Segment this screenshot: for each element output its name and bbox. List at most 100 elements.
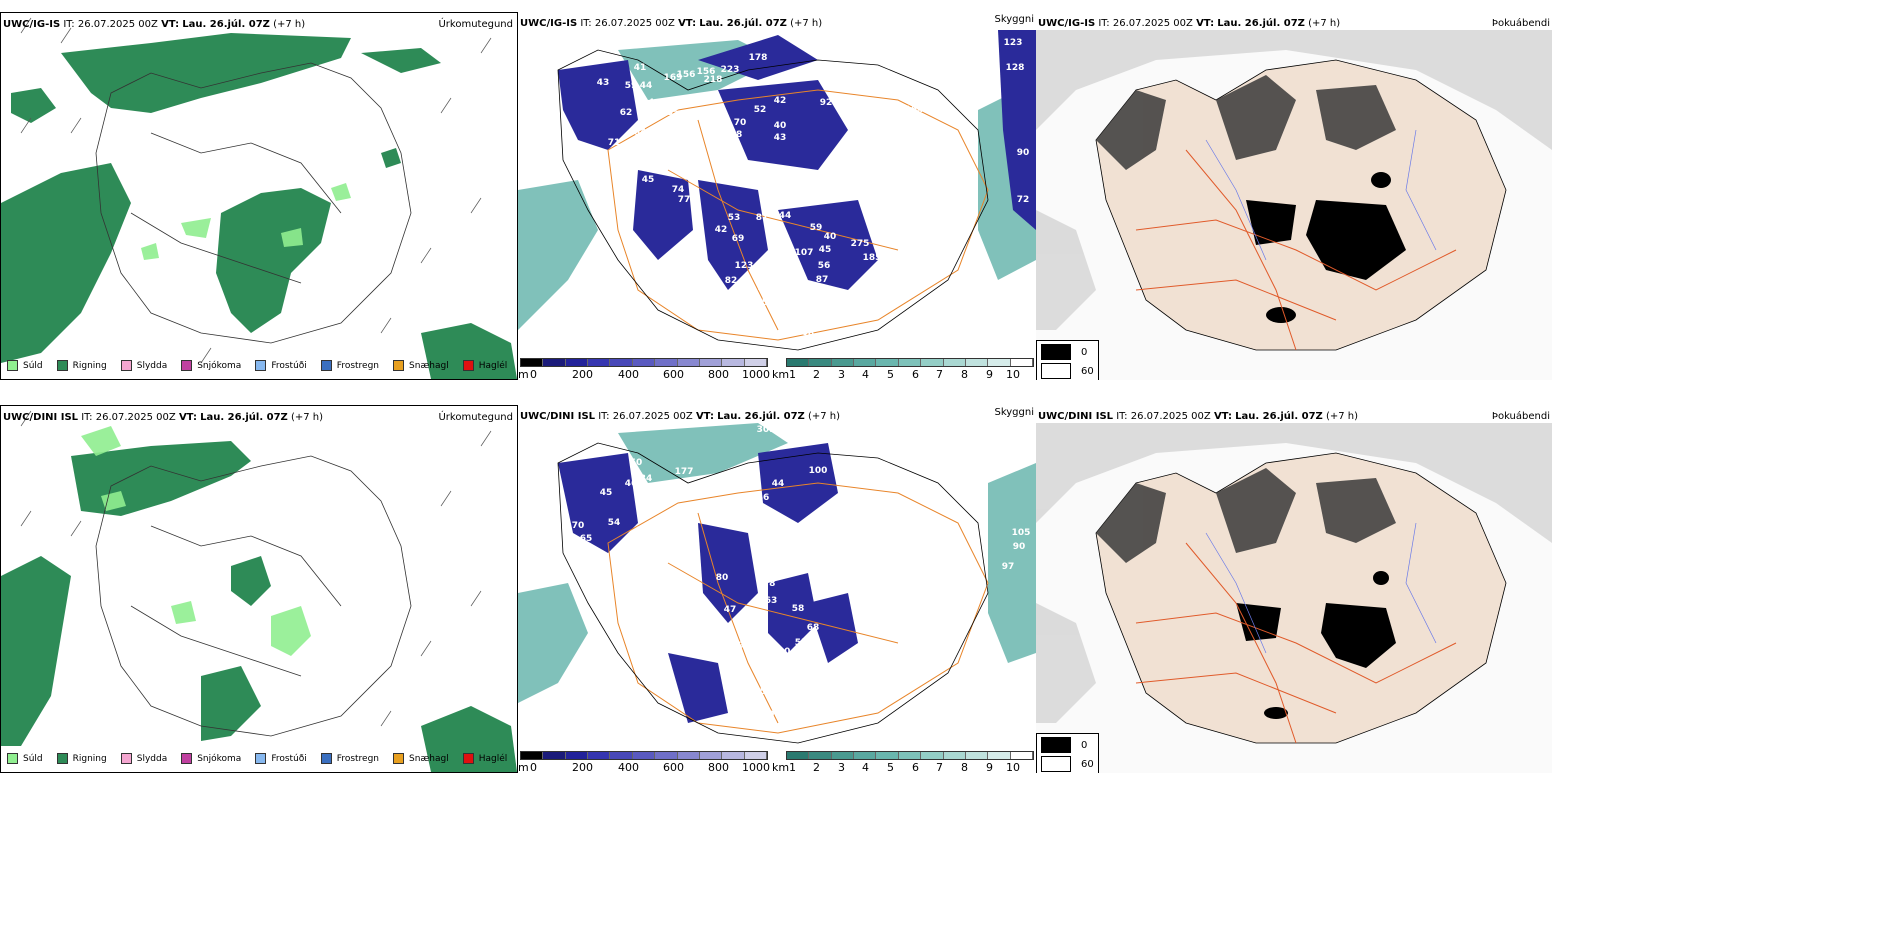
svg-text:70: 70 xyxy=(757,283,770,293)
legend-item-6: Snæhagl xyxy=(393,360,449,371)
legend-swatch xyxy=(320,360,332,371)
svg-text:41: 41 xyxy=(694,626,707,636)
svg-text:58: 58 xyxy=(792,604,805,614)
svg-text:55: 55 xyxy=(667,108,680,118)
legend-item-6: Snæhagl xyxy=(393,753,449,764)
svg-text:170: 170 xyxy=(999,431,1018,441)
precip-map xyxy=(1,17,517,379)
cloud-base-ticks: m 0 200 400 600 800 1000 xyxy=(518,761,770,773)
svg-text:50: 50 xyxy=(630,458,643,468)
legend-swatch xyxy=(56,360,68,371)
legend-item-4: Frostúði xyxy=(255,753,307,764)
svg-text:97: 97 xyxy=(1002,562,1015,572)
panel-header: UWC/DINI ISL IT: 26.07.2025 00Z VT: Lau.… xyxy=(3,412,324,423)
panel-title: Úrkomutegund xyxy=(438,412,513,423)
svg-text:51: 51 xyxy=(622,566,635,576)
cloud-panel-row1: UWC/IG-IS IT: 26.07.2025 00Z VT: Lau. 26… xyxy=(518,12,1036,380)
legend-swatch xyxy=(56,753,68,764)
legend-item-0: Súld xyxy=(7,360,43,371)
visibility-colorbar: km 1 2 3 4 5 6 7 8 9 10 xyxy=(772,751,1034,773)
svg-text:44: 44 xyxy=(640,81,653,91)
cloud-map: 41 43 59 44 62 64 55 64 54 56 71 45 74 1… xyxy=(518,30,1036,351)
svg-text:218: 218 xyxy=(704,75,723,85)
fog-panel-row1: UWC/IG-IS IT: 26.07.2025 00Z VT: Lau. 26… xyxy=(1036,12,1552,380)
svg-text:81: 81 xyxy=(855,190,868,200)
fog-legend-item-0: 0 xyxy=(1041,344,1094,360)
svg-text:70: 70 xyxy=(572,521,585,531)
svg-text:97: 97 xyxy=(724,663,737,673)
svg-text:178: 178 xyxy=(749,53,768,63)
legend-swatch xyxy=(393,360,405,371)
cloud-base-colorbar: m 0 200 400 600 800 1000 xyxy=(518,751,770,773)
svg-text:123: 123 xyxy=(1004,38,1023,48)
visibility-bar xyxy=(786,358,1034,367)
svg-text:169: 169 xyxy=(664,73,683,83)
svg-text:74: 74 xyxy=(644,506,657,516)
svg-text:96: 96 xyxy=(738,641,751,651)
legend-item-1: Rigning xyxy=(56,753,107,764)
svg-text:88: 88 xyxy=(763,268,776,278)
svg-text:30: 30 xyxy=(802,331,815,341)
visibility-colorbar: km 1 2 3 4 5 6 7 8 9 10 xyxy=(772,358,1034,380)
svg-text:71: 71 xyxy=(648,285,661,295)
panel-header: UWC/IG-IS IT: 26.07.2025 00Z VT: Lau. 26… xyxy=(520,18,823,29)
svg-text:72: 72 xyxy=(657,265,670,275)
svg-text:78: 78 xyxy=(669,294,682,304)
svg-text:123: 123 xyxy=(735,261,754,271)
fog-map xyxy=(1036,423,1552,773)
precip-panel-row2: UWC/DINI ISL IT: 26.07.2025 00Z VT: Lau.… xyxy=(0,405,518,773)
cloud-panel-row2: UWC/DINI ISL IT: 26.07.2025 00Z VT: Lau.… xyxy=(518,405,1036,773)
panel-title: Skyggni xyxy=(994,407,1034,418)
svg-text:45: 45 xyxy=(642,175,655,185)
svg-text:87: 87 xyxy=(816,275,829,285)
svg-text:62: 62 xyxy=(620,108,633,118)
panel-header: UWC/IG-IS IT: 26.07.2025 00Z VT: Lau. 26… xyxy=(3,19,306,30)
legend-swatch xyxy=(181,360,193,371)
svg-text:31: 31 xyxy=(690,234,703,244)
svg-text:42: 42 xyxy=(715,225,728,235)
svg-text:90: 90 xyxy=(788,267,801,277)
svg-text:54: 54 xyxy=(608,518,621,528)
svg-text:55: 55 xyxy=(795,638,808,648)
svg-text:156: 156 xyxy=(697,67,716,77)
svg-text:256: 256 xyxy=(849,511,868,521)
svg-text:301: 301 xyxy=(757,425,776,435)
cloud-base-ticks: m 0 200 400 600 800 1000 xyxy=(518,368,770,380)
svg-text:48: 48 xyxy=(730,130,743,140)
svg-text:54: 54 xyxy=(650,135,663,145)
legend-item-5: Frostregn xyxy=(320,360,379,371)
svg-text:54: 54 xyxy=(676,643,689,653)
svg-text:33: 33 xyxy=(739,676,752,686)
svg-text:44: 44 xyxy=(772,479,785,489)
svg-text:110: 110 xyxy=(772,647,791,657)
svg-text:40: 40 xyxy=(774,121,787,131)
legend-item-2: Slydda xyxy=(120,753,167,764)
svg-text:90: 90 xyxy=(1013,542,1026,552)
svg-text:178: 178 xyxy=(757,579,776,589)
legend-swatch xyxy=(1041,756,1071,772)
legend-swatch xyxy=(1041,737,1071,753)
svg-text:56: 56 xyxy=(658,145,671,155)
legend-swatch xyxy=(7,753,18,764)
panel-header: UWC/DINI ISL IT: 26.07.2025 00Z VT: Lau.… xyxy=(520,411,841,422)
svg-text:246: 246 xyxy=(867,83,886,93)
precip-panel-row1: UWC/IG-IS IT: 26.07.2025 00Z VT: Lau. 26… xyxy=(0,12,518,380)
svg-text:71: 71 xyxy=(720,496,733,506)
svg-text:68: 68 xyxy=(670,576,683,586)
svg-text:81: 81 xyxy=(756,213,769,223)
svg-text:70: 70 xyxy=(734,118,747,128)
svg-text:92: 92 xyxy=(820,98,833,108)
svg-text:52: 52 xyxy=(762,298,775,308)
svg-text:79: 79 xyxy=(855,570,868,580)
svg-text:77: 77 xyxy=(678,195,691,205)
legend-swatch xyxy=(7,360,18,371)
legend-item-3: Snjókoma xyxy=(181,360,241,371)
legend-swatch xyxy=(462,753,474,764)
svg-text:72: 72 xyxy=(756,653,769,663)
legend-swatch xyxy=(120,360,132,371)
legend-swatch xyxy=(255,753,267,764)
precip-legend: Súld Rigning Slydda Snjókoma Frostúði Fr… xyxy=(7,753,517,764)
svg-text:42: 42 xyxy=(774,96,787,106)
legend-item-2: Slydda xyxy=(120,360,167,371)
legend-swatch xyxy=(1041,344,1071,360)
